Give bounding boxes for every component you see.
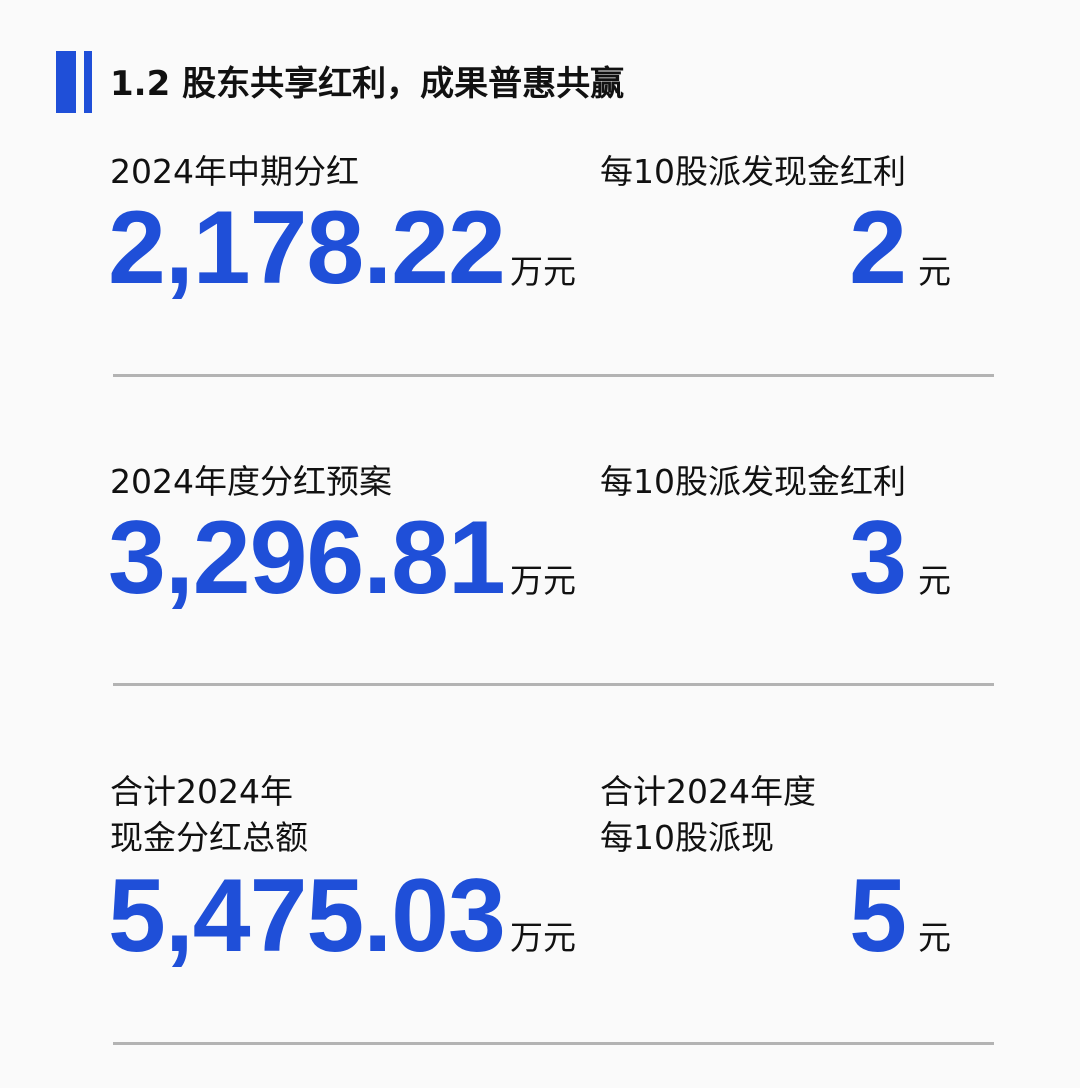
right-value: 2 — [849, 190, 907, 306]
right-label-line1: 合计2024年度 — [600, 772, 816, 811]
accent-bar-thin-icon — [84, 51, 92, 113]
right-label-line2: 每10股派现 — [600, 818, 774, 857]
right-value: 5 — [849, 858, 907, 974]
left-unit: 万元 — [510, 252, 576, 291]
left-label: 2024年中期分红 — [110, 152, 359, 191]
divider — [113, 1042, 994, 1045]
left-label-line2: 现金分红总额 — [110, 818, 308, 857]
left-value: 2,178.22 — [108, 190, 506, 306]
right-unit: 元 — [918, 252, 951, 291]
left-unit: 万元 — [510, 918, 576, 957]
left-value: 3,296.81 — [108, 500, 506, 616]
right-unit: 元 — [918, 561, 951, 600]
left-unit: 万元 — [510, 561, 576, 600]
left-value: 5,475.03 — [108, 858, 506, 974]
left-label: 2024年度分红预案 — [110, 462, 392, 501]
right-value: 3 — [849, 500, 907, 616]
right-unit: 元 — [918, 918, 951, 957]
section-title: 1.2 股东共享红利，成果普惠共赢 — [110, 64, 625, 104]
right-label: 每10股派发现金红利 — [600, 462, 906, 501]
left-label-line1: 合计2024年 — [110, 772, 293, 811]
divider — [113, 374, 994, 377]
divider — [113, 683, 994, 686]
accent-bar-icon — [56, 51, 76, 113]
right-label: 每10股派发现金红利 — [600, 152, 906, 191]
